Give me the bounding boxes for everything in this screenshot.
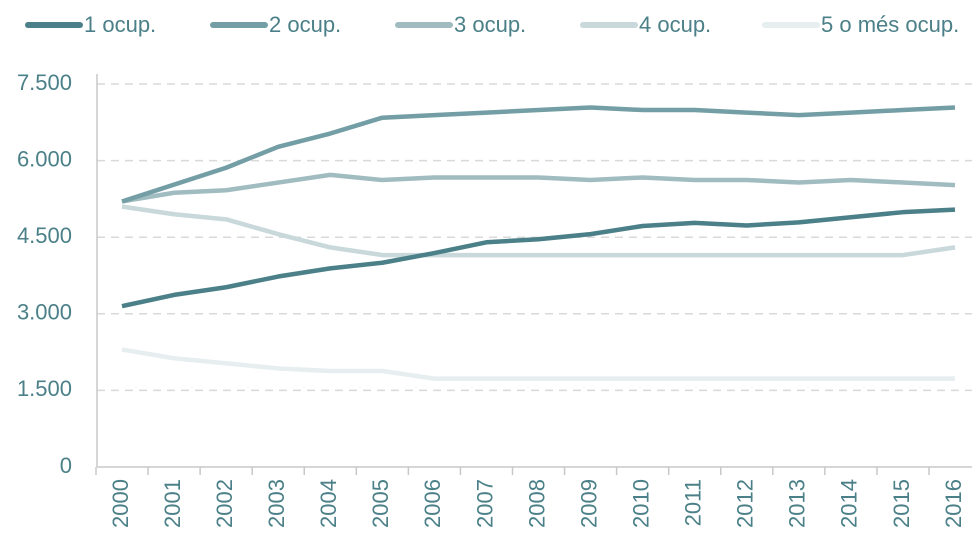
x-tick-label: 2009 [576, 479, 601, 528]
x-tick-label: 2001 [160, 479, 185, 528]
x-tick-label: 2003 [264, 479, 289, 528]
series-line [121, 105, 956, 204]
x-tick-label: 2008 [524, 479, 549, 528]
y-tick-label: 3.000 [17, 300, 72, 325]
x-tick-label: 2004 [316, 479, 341, 528]
series-line [121, 347, 955, 381]
legend-label: 5 o més ocup. [821, 12, 959, 37]
x-tick-label: 2012 [733, 479, 758, 528]
legend-label: 4 ocup. [639, 12, 711, 37]
y-tick-label: 4.500 [17, 223, 72, 248]
legend-label: 1 ocup. [84, 12, 156, 37]
x-tick-label: 2011 [681, 479, 706, 526]
x-tick-label: 2015 [889, 479, 914, 528]
x-tick-label: 2014 [837, 479, 862, 528]
x-tick-label: 2002 [212, 479, 237, 528]
x-tick-label: 2010 [628, 479, 653, 528]
y-tick-label: 6.000 [17, 146, 72, 171]
legend-label: 2 ocup. [269, 12, 341, 37]
series-line [121, 172, 956, 204]
x-tick-label: 2013 [785, 479, 810, 528]
x-tick-label: 2007 [472, 479, 497, 528]
series-line [121, 207, 956, 309]
y-tick-label: 0 [60, 453, 72, 478]
legend-label: 3 ocup. [454, 12, 526, 37]
x-tick-label: 2005 [368, 479, 393, 528]
series-line [121, 204, 956, 258]
y-tick-label: 1.500 [17, 376, 72, 401]
x-tick-label: 2000 [108, 479, 133, 528]
y-tick-label: 7.500 [17, 70, 72, 95]
x-tick-label: 2006 [420, 479, 445, 528]
x-tick-label: 2016 [941, 479, 966, 528]
